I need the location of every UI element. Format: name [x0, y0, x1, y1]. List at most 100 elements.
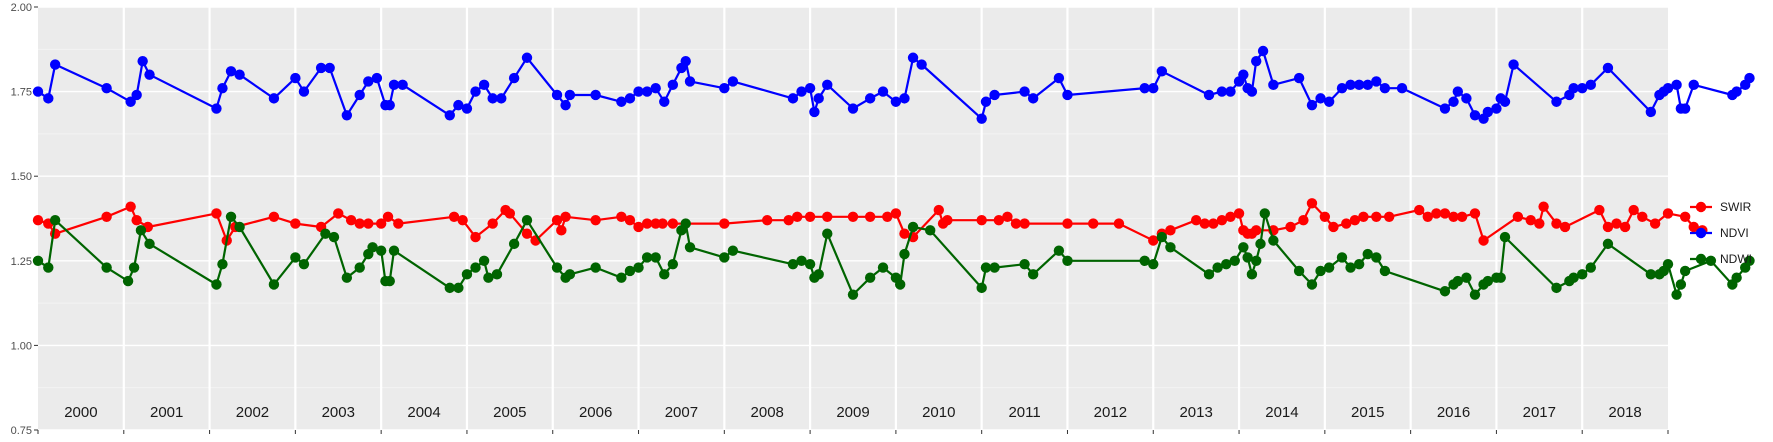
ndwi-point — [298, 258, 310, 270]
ndvi-point — [1499, 96, 1511, 107]
swir-point — [1358, 211, 1369, 223]
ndwi-point — [1744, 255, 1755, 266]
swir-point — [125, 201, 136, 212]
year-label: 2002 — [236, 404, 269, 421]
ndvi-point — [1482, 106, 1494, 118]
ndwi-point — [822, 228, 833, 239]
ndvi-point — [1452, 86, 1464, 97]
ndwi-point — [1315, 265, 1326, 277]
ndwi-point — [1019, 258, 1030, 270]
ndwi-point — [1568, 272, 1579, 283]
ndwi-point — [1242, 252, 1253, 263]
ndwi-point — [650, 252, 661, 263]
ndvi-point — [813, 93, 824, 104]
ndwi-point — [847, 289, 859, 300]
swir-point — [1594, 204, 1605, 216]
ndvi-point — [1062, 89, 1073, 101]
ndvi-point — [487, 93, 498, 104]
ndvi-point — [225, 66, 237, 77]
ndwi-point — [864, 272, 876, 283]
swir-point — [1559, 221, 1571, 233]
ndvi-point — [1238, 69, 1249, 80]
swir-point — [470, 231, 481, 243]
ndvi-point — [234, 69, 245, 80]
swir-point — [448, 211, 460, 223]
y-tick-label: 2.00 — [11, 2, 32, 14]
ndwi-point — [727, 245, 739, 256]
ndwi-point — [384, 275, 395, 287]
swir-point — [1019, 218, 1030, 229]
ndwi-point — [453, 282, 464, 294]
ndvi-point — [1323, 96, 1335, 107]
swir-point — [1422, 211, 1433, 223]
ndwi-point — [341, 272, 353, 283]
year-label: 2014 — [1265, 404, 1298, 421]
ndvi-point — [43, 93, 54, 104]
ndvi-point — [1577, 83, 1588, 94]
ndwi-point — [1353, 258, 1365, 270]
ndwi-point — [1379, 265, 1391, 277]
swir-point — [393, 218, 404, 229]
y-tick-label: 1.50 — [11, 171, 32, 183]
ndwi-point — [1220, 258, 1232, 270]
swir-point — [1538, 201, 1549, 212]
ndvi-point — [899, 93, 910, 104]
ndvi-point — [354, 89, 365, 101]
ndwi-point — [43, 262, 54, 273]
ndvi-point — [101, 83, 112, 94]
ndwi-point — [1306, 279, 1318, 290]
swir-point — [504, 208, 516, 219]
ndvi-point — [1246, 86, 1258, 97]
ndwi-point — [624, 265, 636, 277]
ndvi-point — [1645, 106, 1657, 118]
swir-point — [1371, 211, 1382, 223]
ndvi-point — [496, 93, 507, 104]
year-label: 2011 — [1008, 404, 1040, 421]
swir-point — [354, 218, 365, 229]
year-label: 2018 — [1608, 404, 1641, 421]
swir-point — [1619, 221, 1631, 233]
swir-point — [976, 214, 987, 226]
ndwi-point — [1671, 289, 1682, 300]
ndwi-point — [1495, 272, 1506, 283]
ndvi-point — [560, 99, 571, 111]
ndvi-point — [847, 103, 859, 114]
ndvi-point — [1371, 76, 1382, 87]
ndvi-point — [268, 93, 280, 104]
swir-point — [1190, 214, 1202, 226]
ndvi-point — [624, 93, 636, 104]
ndvi-point — [1053, 72, 1065, 84]
series-swir — [32, 198, 1708, 246]
ndvi-point — [1293, 72, 1305, 84]
ndvi-point — [1396, 83, 1408, 94]
ndwi-point — [367, 242, 378, 253]
ndwi-point — [1585, 262, 1596, 273]
ndvi-point — [864, 93, 876, 104]
ndvi-point — [1203, 89, 1215, 101]
year-label: 2005 — [493, 404, 526, 421]
swir-point — [882, 211, 893, 223]
swir-point — [1148, 235, 1159, 246]
ndvi-point — [1225, 86, 1236, 97]
ndvi-point — [32, 86, 44, 97]
ndwi-point — [641, 252, 653, 263]
swir-point — [641, 218, 653, 229]
swir-point — [268, 211, 280, 223]
ndvi-point — [719, 83, 730, 94]
swir-point — [847, 211, 859, 223]
swir-point — [1208, 218, 1219, 229]
ndvi-point — [1662, 83, 1674, 94]
ndvi-point — [1315, 93, 1326, 104]
swir-point — [1679, 211, 1691, 223]
ndvi-point — [1306, 99, 1318, 111]
swir-point — [551, 214, 563, 226]
ndvi-point — [890, 96, 902, 107]
ndvi-point — [822, 79, 833, 91]
legend-label: NDVI — [1720, 226, 1749, 240]
ndwi-point — [1679, 265, 1691, 277]
ndwi-point — [375, 245, 387, 256]
ndvi-point — [508, 72, 520, 84]
ndvi-point — [1448, 96, 1459, 107]
swir-point — [375, 218, 387, 229]
ndwi-point — [217, 258, 228, 270]
